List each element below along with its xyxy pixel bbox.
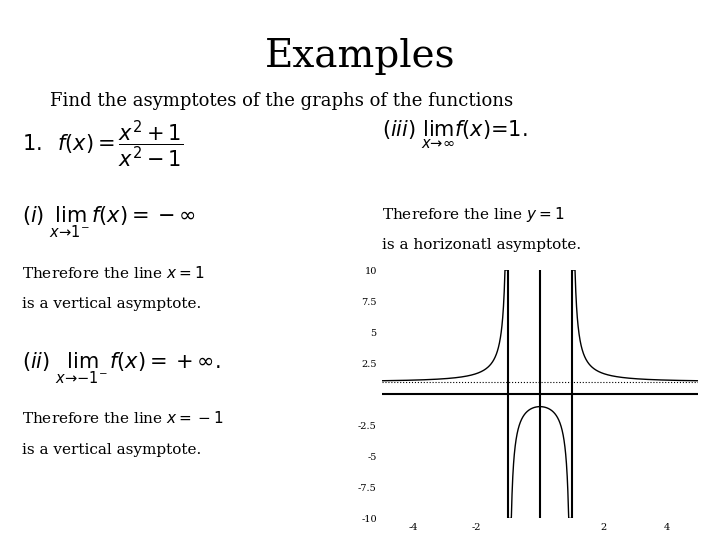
Text: Find the asymptotes of the graphs of the functions: Find the asymptotes of the graphs of the…: [50, 92, 513, 110]
Text: $(i)\;\lim_{x\to 1^-} f(x) = -\infty$: $(i)\;\lim_{x\to 1^-} f(x) = -\infty$: [22, 205, 195, 240]
Text: is a horizonatl asymptote.: is a horizonatl asymptote.: [382, 238, 581, 252]
Text: Therefore the line $x=1$: Therefore the line $x=1$: [22, 265, 204, 281]
Text: $(iii)\;\lim_{x\to\infty} f(x) = 1.$: $(iii)\;\lim_{x\to\infty} f(x) = 1.$: [382, 119, 527, 151]
Text: $1.\;\; f(x) = \dfrac{x^2+1}{x^2-1}$: $1.\;\; f(x) = \dfrac{x^2+1}{x^2-1}$: [22, 119, 183, 170]
Text: is a vertical asymptote.: is a vertical asymptote.: [22, 297, 201, 311]
Text: Therefore the line $y=1$: Therefore the line $y=1$: [382, 205, 564, 224]
Text: Examples: Examples: [265, 38, 455, 75]
Text: $(ii)\;\lim_{x\to -1^-} f(x) = +\infty.$: $(ii)\;\lim_{x\to -1^-} f(x) = +\infty.$: [22, 351, 220, 386]
Text: is a vertical asymptote.: is a vertical asymptote.: [22, 443, 201, 457]
Text: Therefore the line $x=-1$: Therefore the line $x=-1$: [22, 410, 223, 427]
